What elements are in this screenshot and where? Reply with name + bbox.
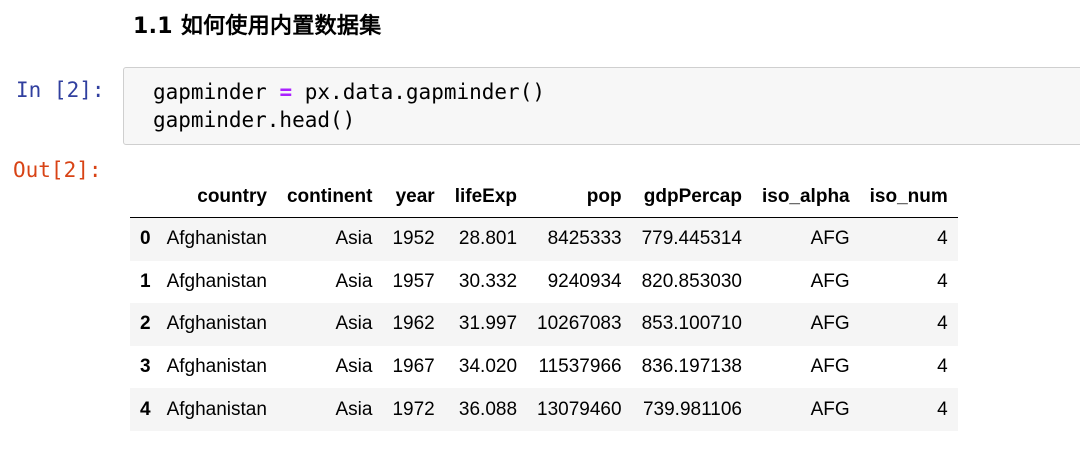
cell-iso-num: 4 <box>937 398 948 420</box>
cell-pop: 13079460 <box>537 398 622 420</box>
cell-continent: Asia <box>335 398 373 420</box>
column-header-lifeexp: lifeExp <box>444 176 528 218</box>
column-header-year: year <box>382 176 445 218</box>
code-line-2: gapminder.head() <box>153 108 356 132</box>
cell-year: 1957 <box>392 270 435 292</box>
table-row: 1 Afghanistan Asia 1957 30.332 9240934 8… <box>130 261 958 304</box>
cell-lifeexp: 30.332 <box>458 270 518 292</box>
cell-continent: Asia <box>335 313 373 335</box>
cell-continent: Asia <box>335 228 373 250</box>
code-call: px.data.gapminder() <box>304 80 545 104</box>
dataframe-table: country continent year lifeExp pop gdpPe… <box>130 176 958 431</box>
cell-iso-alpha: AFG <box>810 398 850 420</box>
code-variable: gapminder <box>153 80 267 104</box>
code-line-1: gapminder = px.data.gapminder() <box>153 80 545 104</box>
cell-iso-num: 4 <box>937 356 948 378</box>
cell-country: Afghanistan <box>166 398 267 420</box>
input-prompt: In [2]: <box>16 78 105 102</box>
index-header <box>130 176 161 218</box>
cell-iso-alpha: AFG <box>810 270 850 292</box>
cell-iso-num: 4 <box>937 228 948 250</box>
column-header-iso-num: iso_num <box>859 176 958 218</box>
section-heading: 1.1 如何使用内置数据集 <box>133 14 382 39</box>
cell-gdppercap: 739.981106 <box>642 398 742 420</box>
cell-iso-alpha: AFG <box>810 228 850 250</box>
cell-year: 1952 <box>392 228 435 250</box>
row-index: 2 <box>140 313 151 335</box>
cell-pop: 11537966 <box>538 356 622 378</box>
cell-gdppercap: 779.445314 <box>641 228 742 250</box>
cell-country: Afghanistan <box>166 270 267 292</box>
cell-continent: Asia <box>335 356 373 378</box>
cell-iso-num: 4 <box>937 270 948 292</box>
row-index: 4 <box>140 398 151 420</box>
cell-country: Afghanistan <box>166 228 267 250</box>
cell-lifeexp: 31.997 <box>458 313 518 335</box>
cell-year: 1967 <box>392 356 435 378</box>
cell-iso-alpha: AFG <box>810 313 850 335</box>
row-index: 0 <box>140 228 151 250</box>
cell-gdppercap: 853.100710 <box>641 313 742 335</box>
column-header-country: country <box>160 176 277 218</box>
column-header-pop: pop <box>527 176 632 218</box>
table-header-row: country continent year lifeExp pop gdpPe… <box>130 176 958 218</box>
cell-year: 1962 <box>392 313 435 335</box>
cell-pop: 9240934 <box>547 270 622 292</box>
cell-iso-num: 4 <box>937 313 948 335</box>
cell-pop: 8425333 <box>547 228 622 250</box>
cell-country: Afghanistan <box>166 356 267 378</box>
table-row: 3 Afghanistan Asia 1967 34.020 11537966 … <box>130 346 958 389</box>
cell-pop: 10267083 <box>537 313 622 335</box>
cell-gdppercap: 820.853030 <box>641 270 742 292</box>
row-index: 3 <box>140 356 151 378</box>
cell-iso-alpha: AFG <box>810 356 850 378</box>
code-cell[interactable]: gapminder = px.data.gapminder() gapminde… <box>123 67 1080 145</box>
column-header-gdppercap: gdpPercap <box>631 176 752 218</box>
row-index: 1 <box>140 270 151 292</box>
table-row: 4 Afghanistan Asia 1972 36.088 13079460 … <box>130 388 958 431</box>
code-operator: = <box>279 80 293 104</box>
column-header-iso-alpha: iso_alpha <box>751 176 860 218</box>
cell-continent: Asia <box>335 270 373 292</box>
cell-lifeexp: 28.801 <box>458 228 518 250</box>
column-header-continent: continent <box>276 176 383 218</box>
table-row: 2 Afghanistan Asia 1962 31.997 10267083 … <box>130 303 958 346</box>
output-prompt: Out[2]: <box>13 158 102 182</box>
cell-lifeexp: 36.088 <box>458 398 518 420</box>
cell-gdppercap: 836.197138 <box>641 356 742 378</box>
cell-year: 1972 <box>392 398 435 420</box>
table-row: 0 Afghanistan Asia 1952 28.801 8425333 7… <box>130 217 958 261</box>
cell-country: Afghanistan <box>166 313 267 335</box>
cell-lifeexp: 34.020 <box>458 356 518 378</box>
